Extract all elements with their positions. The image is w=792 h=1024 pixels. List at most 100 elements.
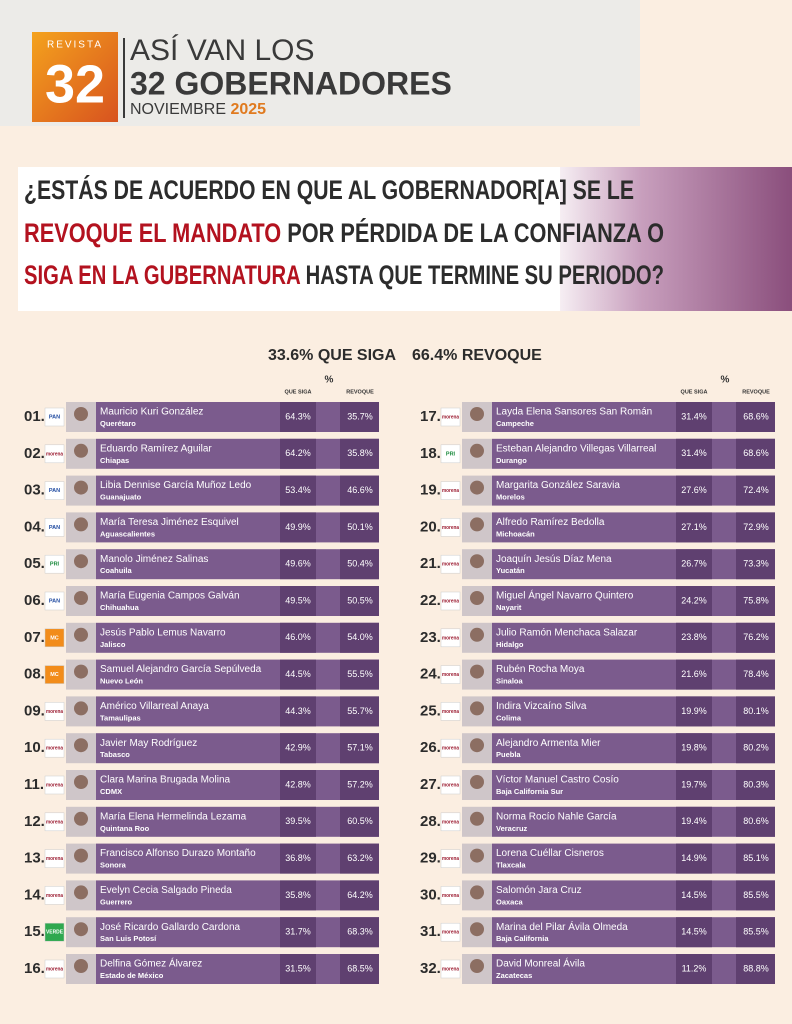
- siga-value: 49.9%: [285, 522, 311, 532]
- column-header: QUE SIGA: [285, 389, 312, 395]
- state-name: Yucatán: [496, 566, 525, 575]
- party-logo: [440, 591, 461, 611]
- photo-head: [74, 922, 88, 937]
- title-line1: ASÍ VAN LOS: [130, 34, 315, 67]
- siga-value: 26.7%: [681, 559, 707, 569]
- party-name: morena: [46, 819, 64, 825]
- photo-head: [74, 407, 88, 421]
- siga-value: 14.5%: [681, 890, 707, 900]
- rank: 16.: [24, 960, 45, 977]
- revoque-value: 80.1%: [743, 706, 769, 716]
- row-bar: [492, 880, 775, 911]
- question-highlight: REVOQUE EL MANDATO: [24, 218, 281, 248]
- siga-cell: [280, 917, 316, 948]
- siga-cell: [280, 402, 316, 432]
- row-bar: [96, 512, 379, 543]
- state-name: Jalisco: [100, 640, 126, 649]
- question-line: REVOQUE EL MANDATO POR PÉRDIDA DE LA CON…: [24, 217, 664, 248]
- party-name: morena: [46, 856, 64, 862]
- governor-name: Alejandro Armenta Mier: [496, 738, 601, 749]
- revoque-value: 54.0%: [347, 632, 373, 642]
- siga-cell: [676, 475, 712, 506]
- revoque-cell: [736, 438, 775, 469]
- revoque-cell: [340, 512, 379, 543]
- siga-cell: [676, 733, 712, 764]
- revoque-cell: [736, 733, 775, 764]
- photo-head: [470, 554, 484, 569]
- siga-value: 19.8%: [681, 743, 707, 753]
- row-bar: [96, 733, 379, 764]
- siga-value: 11.2%: [682, 963, 707, 973]
- siga-value: 42.8%: [285, 779, 311, 789]
- party-name: morena: [442, 856, 460, 862]
- party-logo: [440, 518, 461, 537]
- rank: 31.: [420, 923, 441, 940]
- siga-cell: [676, 659, 712, 690]
- revoque-value: 85.5%: [743, 890, 769, 900]
- row-bar: [492, 917, 775, 948]
- siga-cell: [280, 438, 316, 469]
- party-name: morena: [442, 525, 460, 531]
- photo-head: [470, 664, 484, 679]
- photo-head: [74, 701, 88, 716]
- siga-value: 27.6%: [681, 485, 707, 495]
- siga-value: 23.8%: [681, 632, 707, 642]
- revoque-value: 76.2%: [743, 632, 769, 642]
- photo-head: [470, 627, 484, 642]
- party-logo: [44, 738, 65, 758]
- party-logo: [440, 849, 461, 868]
- banner-image: [560, 167, 792, 311]
- state-name: Nuevo León: [100, 677, 143, 686]
- question-text: POR PÉRDIDA DE LA CONFIANZA O: [281, 217, 664, 248]
- siga-value: 49.6%: [285, 559, 311, 569]
- siga-value: 31.7%: [285, 927, 311, 937]
- party-logo: [44, 407, 65, 427]
- party-name: PRI: [446, 451, 456, 457]
- party-logo: [44, 849, 65, 868]
- governor-name: Américo Villarreal Anaya: [100, 701, 209, 712]
- state-name: Aguascalientes: [100, 529, 155, 538]
- state-name: Guerrero: [100, 897, 133, 906]
- rank: 28.: [420, 813, 441, 830]
- photo-head: [74, 959, 88, 973]
- siga-cell: [280, 733, 316, 764]
- governor-name: Julio Ramón Menchaca Salazar: [496, 627, 638, 638]
- photo-head: [74, 554, 88, 569]
- revoque-value: 55.7%: [347, 706, 373, 716]
- photo-head: [470, 848, 484, 863]
- governor-name: Samuel Alejandro García Sepúlveda: [100, 664, 262, 675]
- rank: 15.: [24, 923, 45, 940]
- siga-value: 31.5%: [285, 963, 311, 973]
- row-bar: [96, 954, 379, 984]
- revoque-value: 46.6%: [347, 485, 373, 495]
- row-bar: [492, 586, 775, 616]
- governor-name: Clara Marina Brugada Molina: [100, 775, 231, 786]
- siga-cell: [676, 622, 712, 653]
- state-name: Baja California: [496, 934, 549, 943]
- question-line: ¿ESTÁS DE ACUERDO EN QUE AL GOBERNADOR[A…: [24, 174, 634, 205]
- state-name: Zacatecas: [496, 971, 532, 980]
- state-name: Sinaloa: [496, 677, 524, 686]
- state-name: Puebla: [496, 750, 521, 759]
- state-name: Quintana Roo: [100, 824, 150, 833]
- party-logo: [44, 702, 65, 721]
- revoque-cell: [736, 770, 775, 800]
- party-logo: [440, 959, 461, 979]
- siga-value: 46.0%: [285, 632, 311, 642]
- siga-value: 19.9%: [681, 706, 707, 716]
- governor-name: Eduardo Ramírez Aguilar: [100, 443, 212, 454]
- siga-value: 35.8%: [285, 890, 311, 900]
- title-line2: 32 GOBERNADORES: [130, 65, 452, 101]
- revoque-value: 72.9%: [743, 522, 769, 532]
- party-logo: [440, 481, 461, 500]
- photo-head: [470, 480, 484, 495]
- state-name: Durango: [496, 456, 527, 465]
- rank: 08.: [24, 666, 45, 683]
- row-bar: [492, 512, 775, 543]
- row-bar: [96, 770, 379, 800]
- revoque-value: 73.3%: [743, 559, 769, 569]
- state-name: Tabasco: [100, 750, 130, 759]
- siga-cell: [280, 880, 316, 911]
- rank: 18.: [420, 445, 441, 462]
- siga-value: 36.8%: [285, 853, 311, 863]
